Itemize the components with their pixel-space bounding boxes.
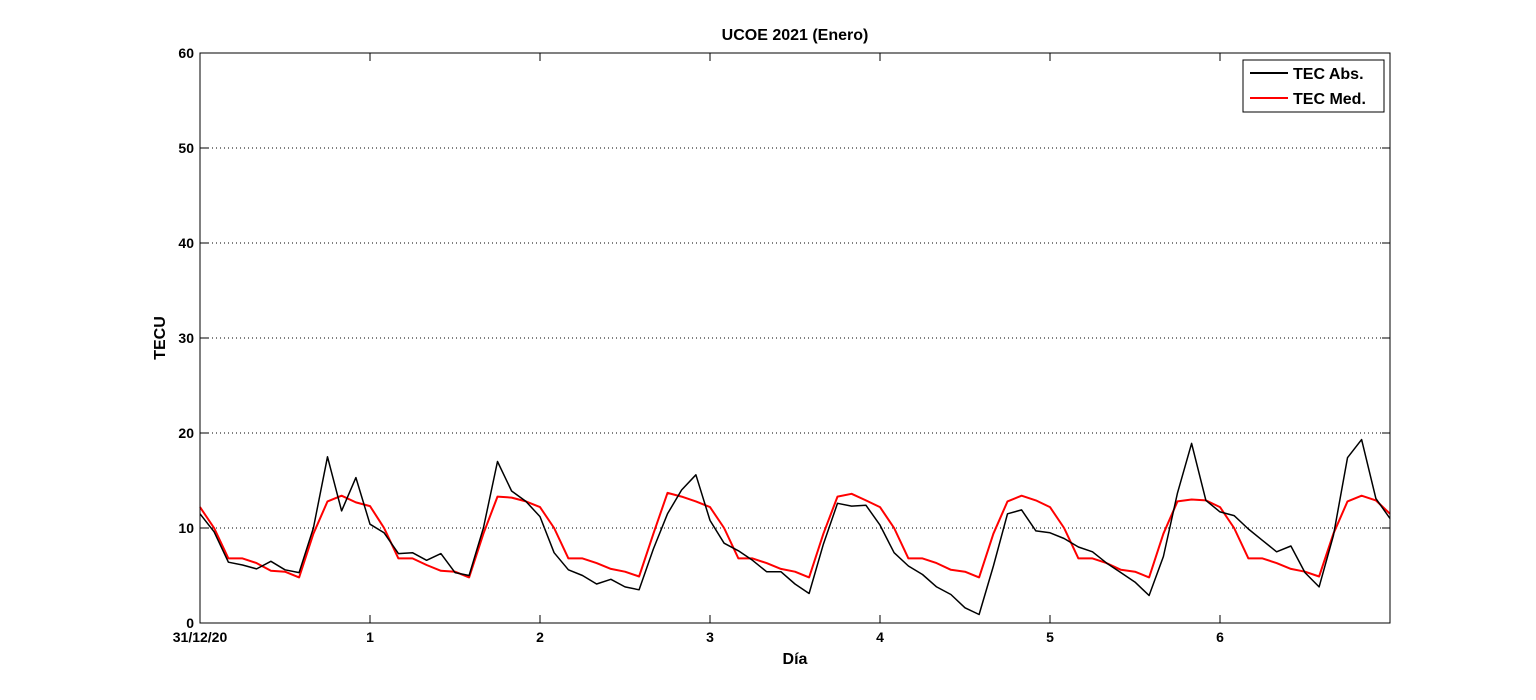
y-tick-label: 0	[186, 615, 194, 631]
x-tick-label: 3	[706, 629, 714, 645]
y-tick-label: 20	[178, 425, 194, 441]
plot-area	[200, 53, 1390, 623]
y-tick-label: 10	[178, 520, 194, 536]
x-axis: 31/12/20 1 2 3 4 5 6	[173, 53, 1224, 645]
legend: TEC Abs. TEC Med.	[1242, 59, 1385, 113]
chart-title: UCOE 2021 (Enero)	[722, 27, 869, 44]
series-line-tec-abs	[199, 438, 1391, 616]
y-axis: 0 10 20 30 40 50 60	[178, 45, 1390, 631]
x-tick-label: 1	[366, 629, 374, 645]
series-layer	[199, 438, 1391, 616]
x-tick-label: 31/12/20	[173, 629, 228, 645]
x-tick-label: 6	[1216, 629, 1224, 645]
x-tick-label: 2	[536, 629, 544, 645]
x-tick-label: 4	[876, 629, 884, 645]
series-line-tec-med	[199, 491, 1391, 579]
y-tick-label: 40	[178, 235, 194, 251]
y-axis-title: TECU	[152, 316, 169, 360]
y-tick-label: 30	[178, 330, 194, 346]
legend-label-tec-abs: TEC Abs.	[1293, 66, 1364, 83]
legend-box	[1242, 59, 1385, 113]
x-tick-label: 5	[1046, 629, 1054, 645]
legend-label-tec-med: TEC Med.	[1293, 91, 1366, 108]
y-tick-label: 50	[178, 140, 194, 156]
y-tick-label: 60	[178, 45, 194, 61]
x-axis-title: Día	[783, 651, 808, 668]
